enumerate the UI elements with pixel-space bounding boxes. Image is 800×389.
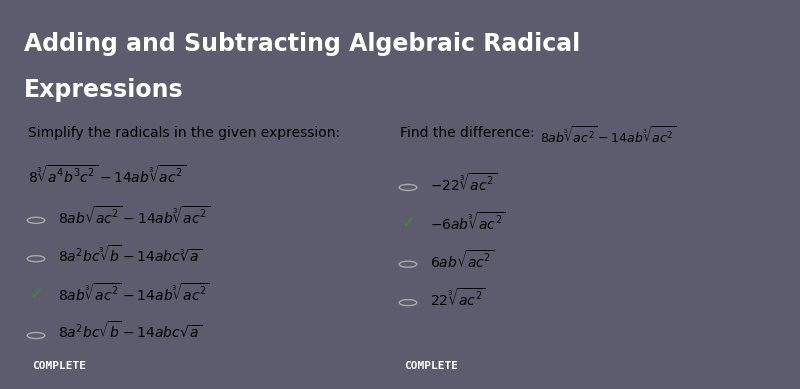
- Text: $-22\sqrt[3]{ac^2}$: $-22\sqrt[3]{ac^2}$: [430, 172, 498, 194]
- Text: $8ab\sqrt[3]{ac^2} - 14ab\sqrt[3]{ac^2}$: $8ab\sqrt[3]{ac^2} - 14ab\sqrt[3]{ac^2}$: [540, 126, 677, 147]
- Text: $8a^2bc\sqrt[3]{b} - 14abc\sqrt[3]{a}$: $8a^2bc\sqrt[3]{b} - 14abc\sqrt[3]{a}$: [58, 244, 202, 265]
- Text: ✓: ✓: [30, 285, 43, 303]
- Text: COMPLETE: COMPLETE: [32, 361, 86, 371]
- Text: Expressions: Expressions: [24, 78, 184, 102]
- Text: $6ab\sqrt{ac^2}$: $6ab\sqrt{ac^2}$: [430, 249, 494, 271]
- Text: $22\sqrt[3]{ac^2}$: $22\sqrt[3]{ac^2}$: [430, 287, 486, 309]
- Text: Find the difference:: Find the difference:: [400, 126, 534, 140]
- Text: COMPLETE: COMPLETE: [404, 361, 458, 371]
- Text: $8ab\sqrt{ac^2} - 14ab\sqrt[3]{ac^2}$: $8ab\sqrt{ac^2} - 14ab\sqrt[3]{ac^2}$: [58, 205, 210, 227]
- Text: $-6ab\sqrt[3]{ac^2}$: $-6ab\sqrt[3]{ac^2}$: [430, 211, 506, 233]
- Text: Adding and Subtracting Algebraic Radical: Adding and Subtracting Algebraic Radical: [24, 32, 580, 56]
- Text: $8ab\sqrt[3]{ac^2} - 14ab\sqrt[3]{ac^2}$: $8ab\sqrt[3]{ac^2} - 14ab\sqrt[3]{ac^2}$: [58, 282, 210, 304]
- Text: $8a^2bc\sqrt{b} - 14abc\sqrt{a}$: $8a^2bc\sqrt{b} - 14abc\sqrt{a}$: [58, 321, 202, 341]
- Text: $8\sqrt[3]{a^4b^3c^2} - 14ab\sqrt[3]{ac^2}$: $8\sqrt[3]{a^4b^3c^2} - 14ab\sqrt[3]{ac^…: [28, 164, 186, 186]
- Text: Simplify the radicals in the given expression:: Simplify the radicals in the given expre…: [28, 126, 340, 140]
- Text: ✓: ✓: [402, 214, 415, 231]
